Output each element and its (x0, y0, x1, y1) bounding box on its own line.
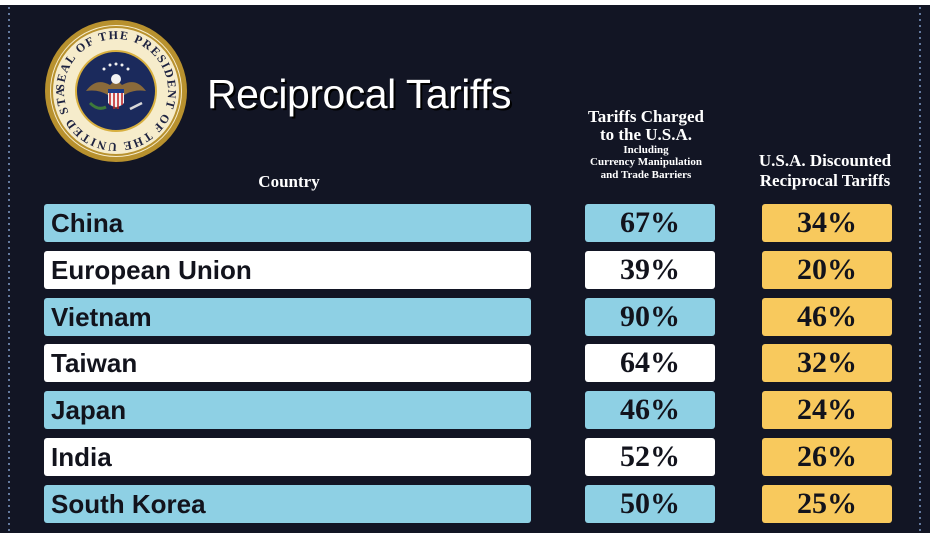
table-row: China 67% 34% (0, 204, 930, 244)
country-cell: European Union (44, 250, 531, 289)
reciprocal-tariff-cell: 32% (762, 344, 892, 383)
header-country: Country (258, 172, 320, 191)
header-reciprocal-tariffs: U.S.A. Discounted Reciprocal Tariffs (735, 151, 915, 190)
header-charged-sub1: Including (623, 143, 669, 156)
tariff-board: SEAL OF THE PRESIDENT OF THE UNITED STAT… (0, 5, 930, 533)
table-row: European Union 39% 20% (0, 250, 930, 291)
country-cell: Taiwan (44, 344, 531, 383)
country-cell: South Korea (44, 484, 531, 523)
country-cell: China (44, 204, 531, 242)
table-row: Japan 46% 24% (0, 391, 930, 431)
header-charged-line2: to the U.S.A. (599, 124, 693, 144)
table-row: Taiwan 64% 32% (0, 344, 930, 384)
reciprocal-tariff-cell: 46% (762, 297, 892, 336)
presidential-seal-icon: SEAL OF THE PRESIDENT OF THE UNITED STAT… (44, 19, 187, 162)
header-charged-sub3: and Trade Barriers (600, 168, 692, 181)
table-row: India 52% 26% (0, 438, 930, 478)
header-tariffs-charged: Tariffs Charged to the U.S.A. Including … (560, 108, 732, 182)
table-row: Vietnam 90% 46% (0, 297, 930, 338)
header-recip-line2: Reciprocal Tariffs (759, 170, 891, 190)
table-row: South Korea 50% 25% (0, 484, 930, 525)
header-charged-line1: Tariffs Charged (587, 107, 704, 126)
left-dotted-border (8, 5, 10, 533)
header-recip-line1: U.S.A. Discounted (758, 151, 892, 170)
tariff-charged-cell: 50% (585, 484, 715, 523)
reciprocal-tariff-cell: 20% (762, 250, 892, 289)
tariff-charged-cell: 90% (585, 297, 715, 336)
reciprocal-tariff-cell: 26% (762, 438, 892, 476)
tariff-charged-cell: 64% (585, 344, 715, 383)
reciprocal-tariff-cell: 24% (762, 391, 892, 430)
country-cell: Japan (44, 391, 531, 430)
tariff-charged-cell: 39% (585, 250, 715, 289)
page-title: Reciprocal Tariffs (207, 71, 511, 117)
tariff-charged-cell: 46% (585, 391, 715, 430)
tariff-charged-cell: 52% (585, 438, 715, 476)
right-dotted-border (919, 5, 921, 533)
header-charged-sub2: Currency Manipulation (590, 156, 702, 169)
country-cell: India (44, 438, 531, 476)
tariff-charged-cell: 67% (585, 204, 715, 242)
reciprocal-tariff-cell: 34% (762, 204, 892, 242)
reciprocal-tariff-cell: 25% (762, 484, 892, 523)
country-cell: Vietnam (44, 297, 531, 336)
